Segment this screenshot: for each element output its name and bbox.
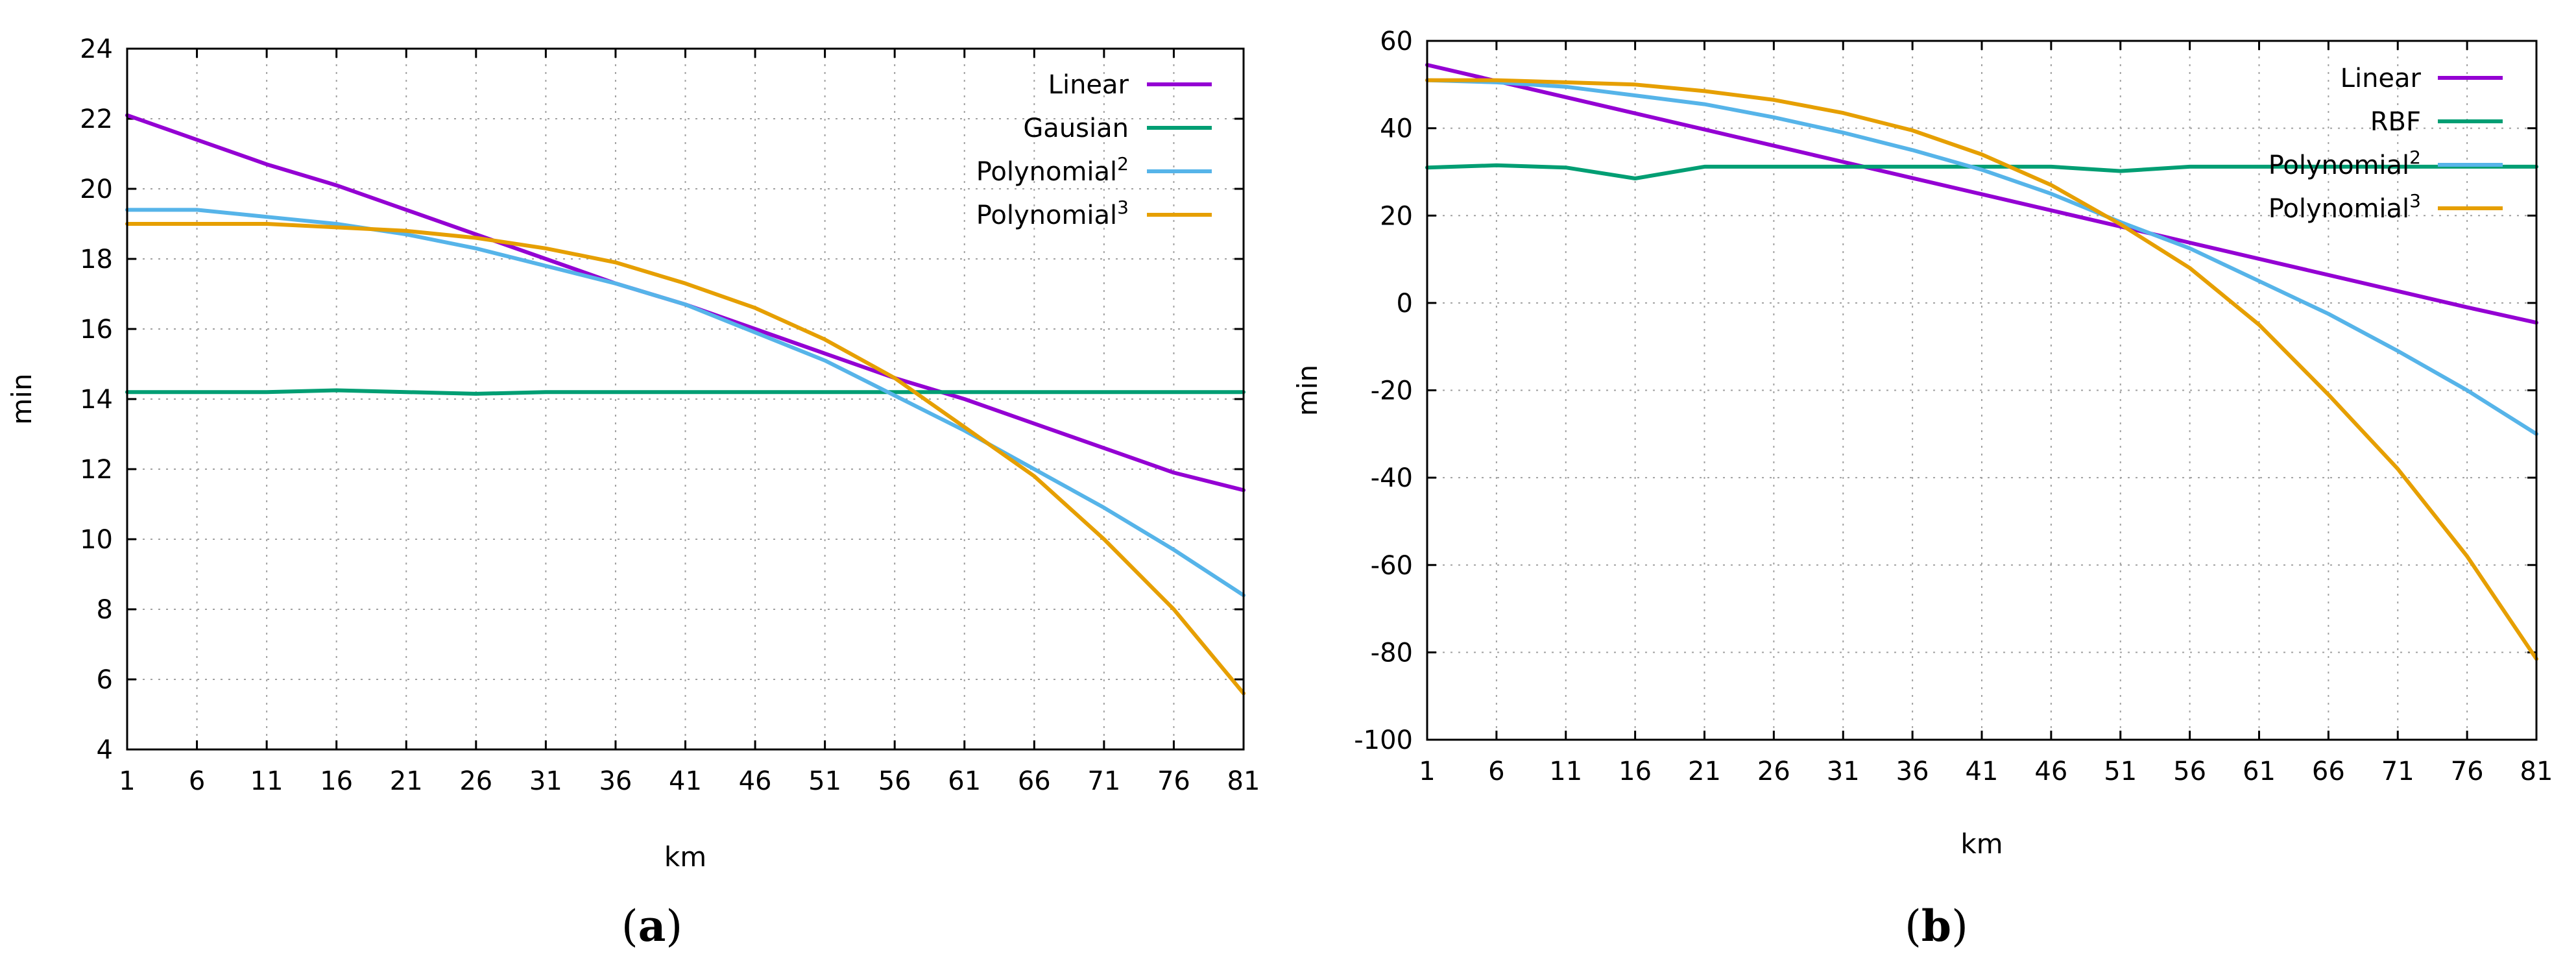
x-tick-label: 6 [189, 766, 205, 796]
x-tick-label: 66 [1018, 766, 1051, 796]
x-tick-label: 61 [948, 766, 981, 796]
series-line-rbf [1425, 163, 2538, 180]
legend-label: RBF [2370, 107, 2421, 137]
x-tick-label: 26 [1757, 757, 1790, 786]
legend-label-superscript: 3 [1117, 197, 1129, 218]
y-tick-label: -60 [1371, 551, 1413, 581]
x-tick-label: 61 [2243, 757, 2276, 786]
legend-label: Linear [1048, 70, 1129, 100]
y-tick-label: -20 [1371, 376, 1413, 406]
legend-label: Polynomial3 [2269, 190, 2421, 225]
panel-a: 1 6 11 16 21 26 31 36 41 46 51 56 61 66 71 76 8146810121… [6, 34, 1260, 951]
legend-label-superscript: 3 [2409, 190, 2421, 212]
caption-paren-open: ( [1905, 901, 1921, 951]
y-tick-label: 0 [1397, 289, 1413, 319]
plot-frame [126, 47, 1245, 751]
y-tick-label: 14 [80, 385, 113, 415]
x-tick-label: 21 [1688, 757, 1721, 786]
x-axis-label: km [664, 841, 706, 873]
x-tick-label: 51 [808, 766, 841, 796]
caption-paren-close: ) [1951, 901, 1968, 951]
x-tick-label: 21 [390, 766, 423, 796]
series-line-polynomial-3 [1425, 78, 2538, 661]
caption-paren-open: ( [621, 901, 638, 951]
x-tick-label: 66 [2312, 757, 2345, 786]
x-tick-label: 56 [2173, 757, 2206, 786]
y-tick-label: -100 [1354, 725, 1413, 755]
caption-letter: b [1921, 901, 1951, 951]
x-tick-label: 36 [1896, 757, 1929, 786]
x-tick-label: 31 [529, 766, 562, 796]
legend-label: Polynomial2 [2269, 147, 2421, 181]
series-line-polynomial-3 [125, 222, 1246, 696]
caption-paren-close: ) [666, 901, 682, 951]
x-tick-label: 11 [250, 766, 283, 796]
legend-label: Polynomial2 [976, 153, 1129, 188]
y-tick-label: 22 [80, 104, 113, 134]
x-tick-label: 26 [459, 766, 492, 796]
y-tick-label: 12 [80, 455, 113, 485]
y-tick-label: 4 [97, 735, 113, 765]
x-tick-label: 31 [1827, 757, 1860, 786]
x-tick-label: 11 [1549, 757, 1582, 786]
x-tick-label: 81 [2520, 757, 2553, 786]
legend: Linear RBF Polynomial2 Polynomial3 [2269, 64, 2503, 224]
y-axis-label: min [6, 373, 38, 424]
series-line-gausian [125, 388, 1246, 396]
legend-label-superscript: 2 [1117, 153, 1129, 175]
x-tick-label: 16 [320, 766, 353, 796]
y-tick-label: 6 [97, 665, 113, 695]
panel-caption: (a) [621, 901, 682, 951]
legend-label: Polynomial3 [976, 197, 1129, 231]
y-tick-label: 16 [80, 315, 113, 345]
y-tick-label: 18 [80, 245, 113, 274]
panel-caption: (b) [1905, 901, 1968, 951]
x-tick-label: 41 [1966, 757, 1999, 786]
y-tick-label: 24 [80, 34, 113, 64]
x-tick-label: 81 [1227, 766, 1260, 796]
y-tick-label: 40 [1380, 114, 1413, 144]
x-tick-label: 41 [669, 766, 702, 796]
series-line-polynomial-2 [1425, 78, 2538, 436]
legend-label-superscript: 2 [2409, 147, 2421, 168]
x-tick-label: 36 [599, 766, 632, 796]
series-line-linear [1425, 63, 2538, 325]
x-tick-label: 46 [2034, 757, 2067, 786]
x-tick-label: 71 [2381, 757, 2414, 786]
x-tick-label: 76 [2451, 757, 2484, 786]
y-tick-label: 10 [80, 525, 113, 555]
legend: Linear Gausian Polynomial2 Polynomial3 [976, 70, 1212, 230]
y-tick-label: 8 [97, 595, 113, 625]
y-tick-label: 20 [80, 175, 113, 204]
y-tick-label: 20 [1380, 201, 1413, 231]
caption-letter: a [638, 901, 666, 951]
legend-label: Linear [2341, 64, 2422, 93]
y-axis-label: min [1292, 365, 1323, 416]
y-tick-label: -80 [1371, 638, 1413, 668]
x-tick-label: 16 [1619, 757, 1652, 786]
y-tick-label: 60 [1380, 27, 1413, 56]
series-line-polynomial-2 [125, 208, 1246, 598]
x-tick-label: 51 [2104, 757, 2137, 786]
x-tick-label: 1 [119, 766, 135, 796]
x-tick-label: 56 [878, 766, 911, 796]
legend-label: Gausian [1023, 114, 1129, 143]
x-axis-label: km [1960, 828, 2003, 860]
x-tick-label: 76 [1157, 766, 1190, 796]
x-tick-label: 6 [1488, 757, 1504, 786]
x-tick-label: 1 [1419, 757, 1435, 786]
panel-b: 1 6 11 16 21 26 31 36 41 46 51 56 61 66 71 76 81-100-80-… [1292, 27, 2553, 951]
y-tick-label: -40 [1371, 463, 1413, 493]
x-tick-label: 71 [1087, 766, 1120, 796]
x-tick-label: 46 [739, 766, 772, 796]
plot-frame [1426, 40, 2538, 741]
